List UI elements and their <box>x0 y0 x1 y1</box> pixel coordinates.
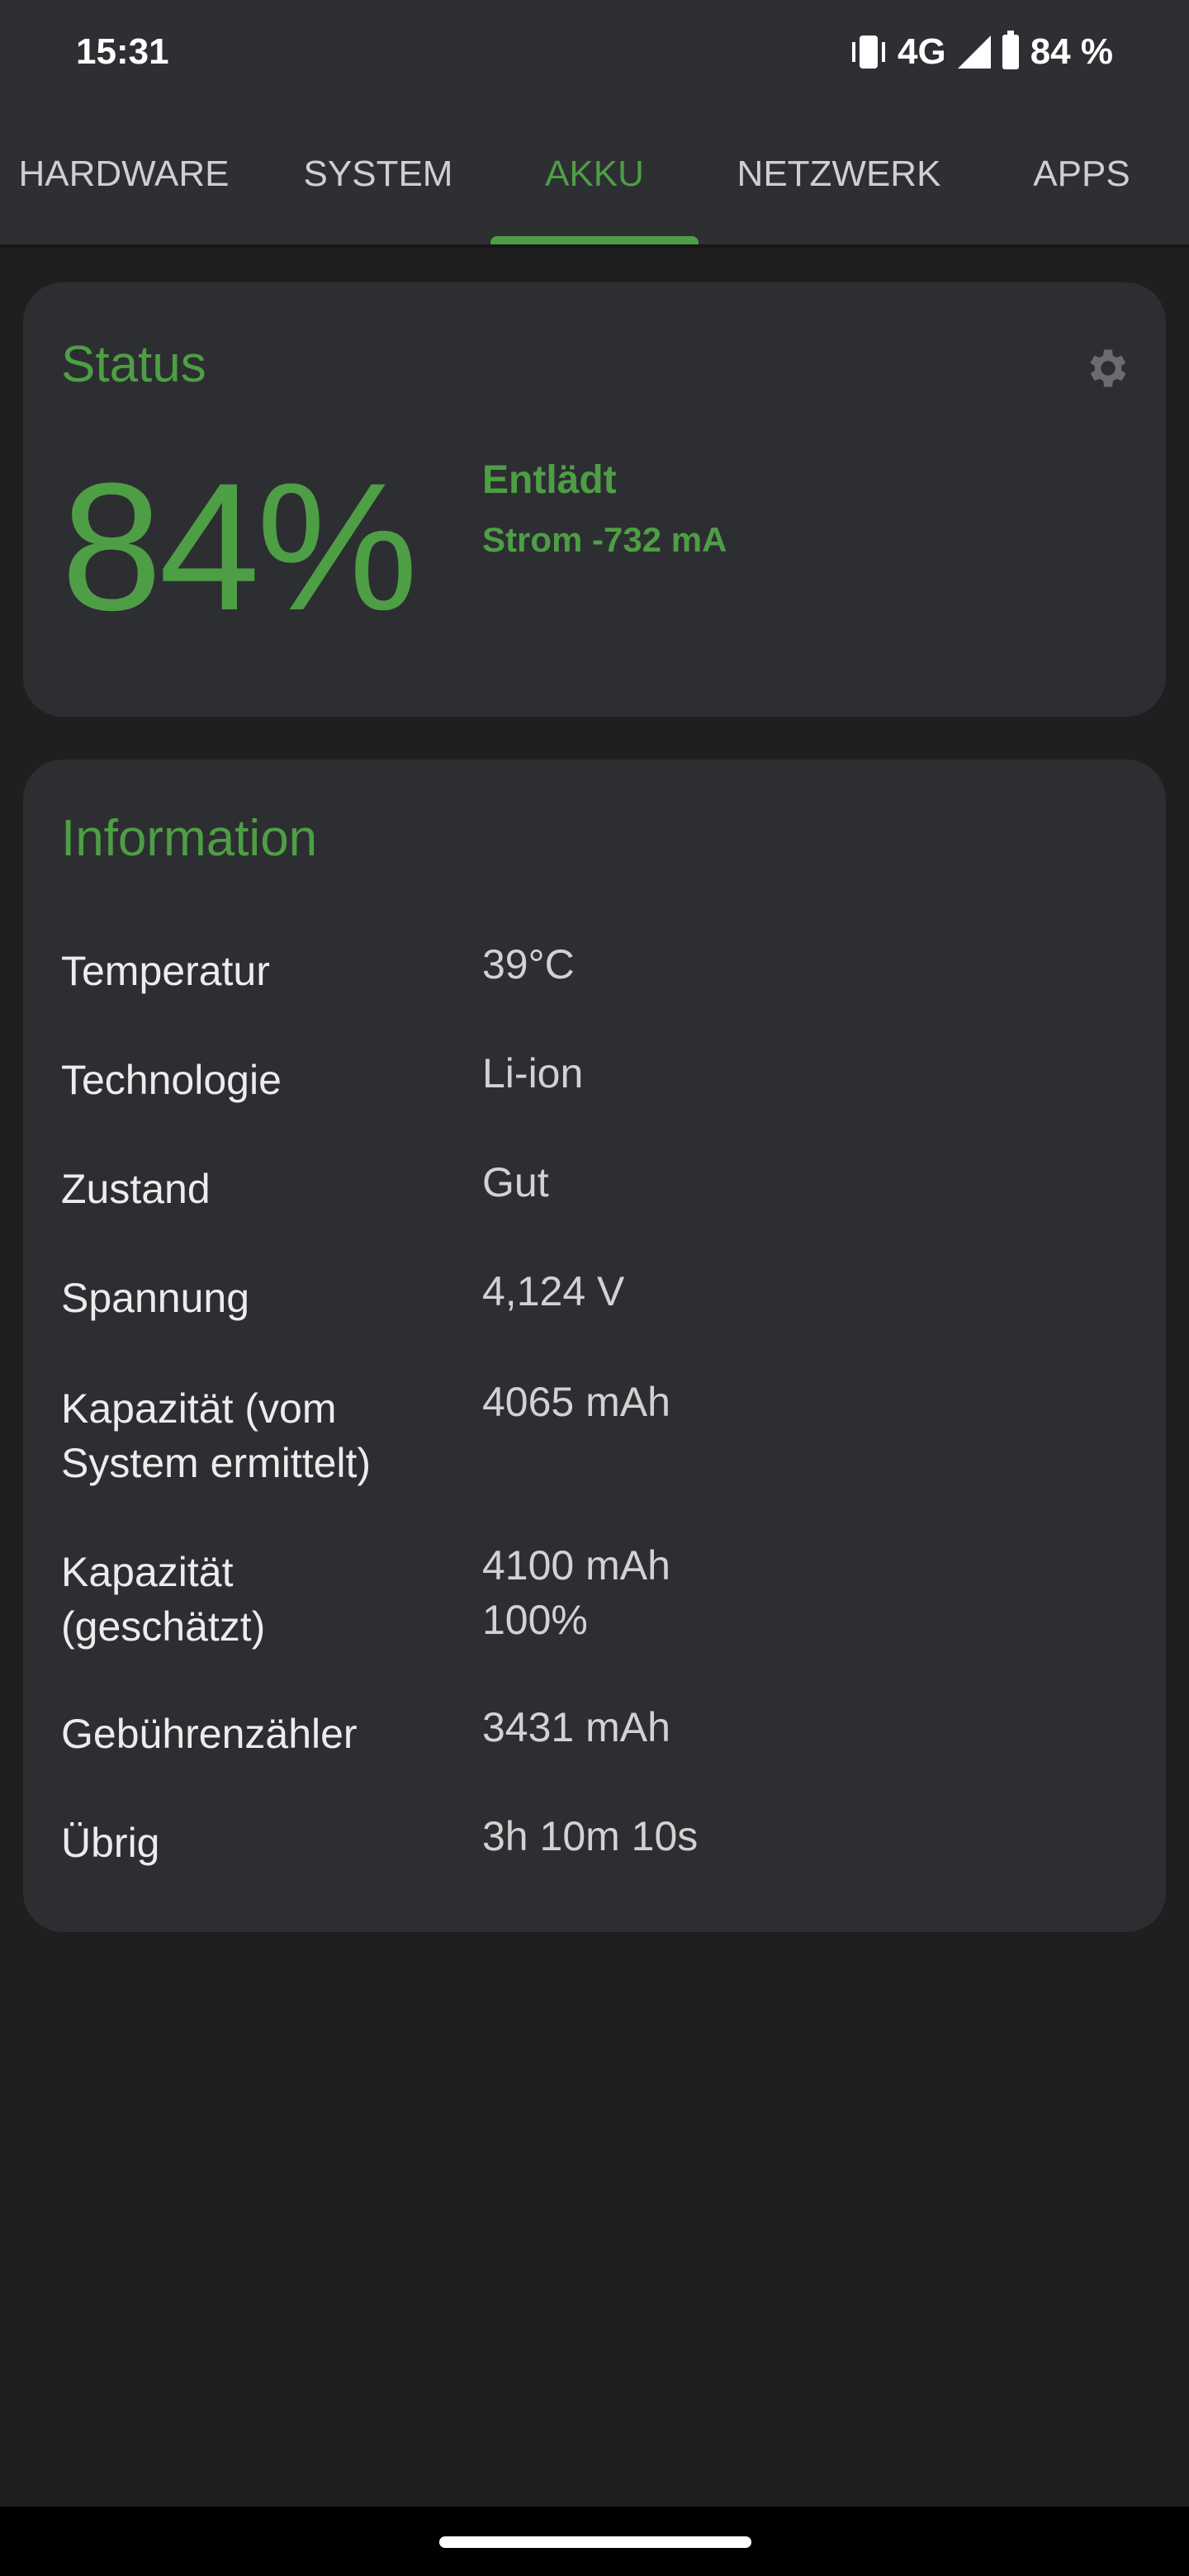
info-label: Temperatur <box>61 948 270 994</box>
gear-icon[interactable] <box>1083 343 1133 393</box>
tab-netzwerk[interactable]: NETZWERK <box>737 154 941 194</box>
tab-bar: HARDWARE SYSTEM AKKU NETZWERK APPS <box>0 140 1189 215</box>
info-value: 3h 10m 10s <box>482 1813 699 1859</box>
info-value: Gut <box>482 1159 549 1205</box>
status-time: 15:31 <box>76 31 169 72</box>
info-label: Übrig <box>61 1820 160 1866</box>
info-label: Kapazität (vom System ermittelt) <box>61 1385 372 1486</box>
tab-hardware[interactable]: HARDWARE <box>18 154 230 194</box>
battery-percent: 84 % <box>1030 31 1113 72</box>
info-value: 4100 mAh 100% <box>482 1542 670 1643</box>
vibrate-icon <box>852 36 885 69</box>
info-label: Zustand <box>61 1166 211 1212</box>
tab-system[interactable]: SYSTEM <box>303 154 453 194</box>
battery-level: 84% <box>61 445 418 648</box>
tab-akku[interactable]: AKKU <box>545 154 644 194</box>
info-label: Gebührenzähler <box>61 1711 358 1757</box>
signal-icon <box>957 36 991 69</box>
divider <box>0 244 1189 248</box>
info-label: Technologie <box>61 1057 282 1103</box>
charge-state: Entlädt <box>482 458 617 502</box>
info-value: 4065 mAh <box>482 1379 670 1425</box>
status-title: Status <box>61 336 206 393</box>
info-value: 4,124 V <box>482 1268 625 1314</box>
info-label: Spannung <box>61 1275 250 1321</box>
current-draw: Strom -732 mA <box>482 520 727 559</box>
info-value: 3431 mAh <box>482 1704 670 1750</box>
information-title: Information <box>61 810 318 867</box>
top-app-bar: 15:31 4G 84 % HARDWARE SYSTEM AKKU NETZW… <box>0 0 1189 246</box>
status-icons: 4G 84 % <box>852 31 1113 73</box>
network-type: 4G <box>898 31 946 72</box>
tab-indicator <box>490 236 699 246</box>
info-value: 39°C <box>482 941 575 987</box>
info-label: Kapazität (geschätzt) <box>61 1549 266 1650</box>
info-value: Li-ion <box>482 1050 584 1096</box>
home-gesture-handle[interactable] <box>439 2536 751 2548</box>
information-card: Information Temperatur 39°C Technologie Li… <box>23 760 1166 1932</box>
battery-icon <box>1002 31 1019 69</box>
tab-apps[interactable]: APPS <box>1033 154 1130 194</box>
status-card: Status 84% Entlädt Strom -732 mA <box>23 282 1166 717</box>
